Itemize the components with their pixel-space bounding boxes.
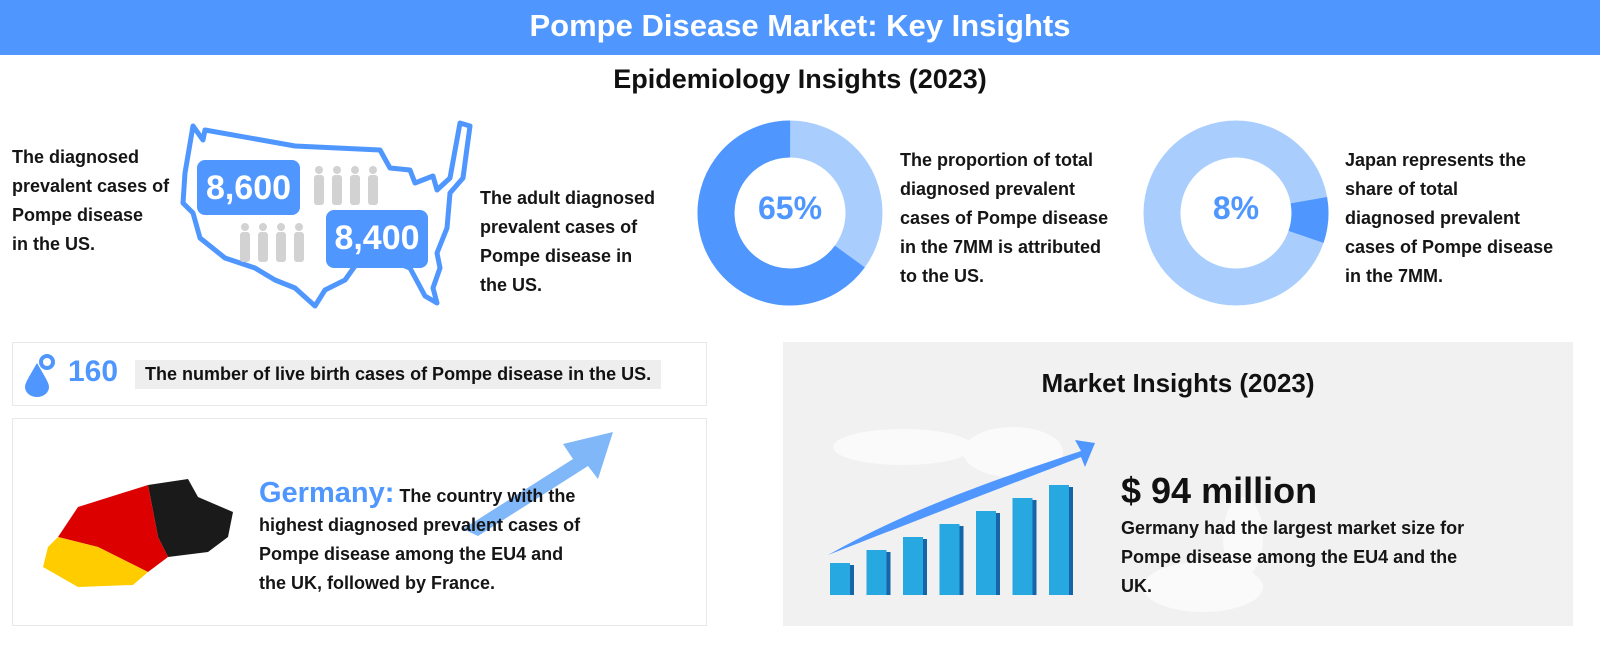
text-line: Pompe disease in <box>480 246 633 266</box>
germany-label: Germany: <box>259 477 395 509</box>
text-line: The adult diagnosed <box>480 188 656 208</box>
market-value: $ 94 million <box>1121 470 1318 511</box>
text-line: cases of Pompe disease <box>1345 237 1554 257</box>
text-line: Pompe disease among the EU4 and <box>259 544 564 564</box>
us-total-description: The diagnosed prevalent cases of Pompe d… <box>12 143 169 259</box>
japan-share-donut <box>1143 120 1329 306</box>
text-line: in the US. <box>12 234 96 254</box>
us-adult-value-box: 8,400 <box>326 210 428 268</box>
japan-share-description: Japan represents the share of total diag… <box>1345 146 1553 291</box>
text-line: Pompe disease among the EU4 and the <box>1121 547 1458 567</box>
us-map-outline-icon <box>180 120 473 309</box>
us-share-value: 65% <box>757 190 823 226</box>
growth-bar <box>903 537 923 595</box>
people-icon <box>240 223 304 262</box>
growth-bar-side <box>850 565 854 595</box>
growth-bar <box>830 563 850 595</box>
live-birth-value: 160 <box>68 355 119 388</box>
growth-bar <box>976 511 996 595</box>
text-line: Japan represents the <box>1345 150 1527 170</box>
text-line: prevalent cases of <box>480 217 638 237</box>
people-icon <box>314 166 378 205</box>
text-line: share of total <box>1345 179 1459 199</box>
us-adult-description: The adult diagnosed prevalent cases of P… <box>480 184 655 300</box>
epidemiology-title: Epidemiology Insights (2023) <box>613 64 987 94</box>
text-line: The proportion of total <box>900 150 1093 170</box>
live-birth-card: 160 The number of live birth cases of Po… <box>12 342 707 406</box>
text-line: diagnosed prevalent <box>1345 208 1521 228</box>
trend-arrow-icon <box>463 432 613 536</box>
growth-bar <box>939 524 960 595</box>
growth-bar-side <box>923 539 927 595</box>
us-share-description: The proportion of total diagnosed preval… <box>900 146 1108 291</box>
growth-bar-side <box>1032 500 1037 595</box>
text-line: highest diagnosed prevalent cases of <box>259 515 581 535</box>
growth-bar-side <box>886 552 891 595</box>
germany-description: Germany: The country with the highest di… <box>259 479 699 598</box>
germany-flag-map-icon <box>43 479 233 587</box>
text-line: UK. <box>1121 576 1152 596</box>
text-line: in the 7MM is attributed <box>900 237 1102 257</box>
text-line: Pompe disease <box>12 205 144 225</box>
text-line: in the 7MM. <box>1345 266 1443 286</box>
growth-bar-side <box>1069 487 1073 595</box>
text-line: diagnosed prevalent <box>900 179 1076 199</box>
text-line: The country with the <box>399 486 576 506</box>
market-insights-panel: Market Insights (2023) $ 94 million Germ… <box>783 342 1573 626</box>
live-birth-description: The number of live birth cases of Pompe … <box>135 360 662 389</box>
text-line: The diagnosed <box>12 147 140 167</box>
text-line: Germany had the largest market size for <box>1121 518 1465 538</box>
world-map-icon <box>833 427 1263 612</box>
text-line: the US. <box>480 275 543 295</box>
text-line: the UK, followed by France. <box>259 573 496 593</box>
page-title: Pompe Disease Market: Key Insights <box>0 0 1600 55</box>
growth-bar <box>1049 485 1069 595</box>
us-share-donut <box>697 120 883 306</box>
bar-growth-chart <box>828 440 1095 595</box>
growth-arrow-icon <box>828 440 1095 555</box>
baby-drop-icon <box>25 354 55 397</box>
market-description: Germany had the largest market size for … <box>1121 514 1464 601</box>
germany-card: Germany: The country with the highest di… <box>12 418 707 626</box>
market-title: Market Insights (2023) <box>1041 368 1315 398</box>
japan-share-value: 8% <box>1212 190 1260 226</box>
donut-segment-japan <box>1143 120 1329 306</box>
growth-bar-side <box>959 526 964 595</box>
text-line: cases of Pompe disease <box>900 208 1109 228</box>
text-line: prevalent cases of <box>12 176 170 196</box>
growth-bar <box>1012 498 1033 595</box>
growth-bar <box>866 550 887 595</box>
text-line: to the US. <box>900 266 984 286</box>
us-total-value-box: 8,600 <box>197 160 300 215</box>
growth-bar-side <box>996 513 1000 595</box>
